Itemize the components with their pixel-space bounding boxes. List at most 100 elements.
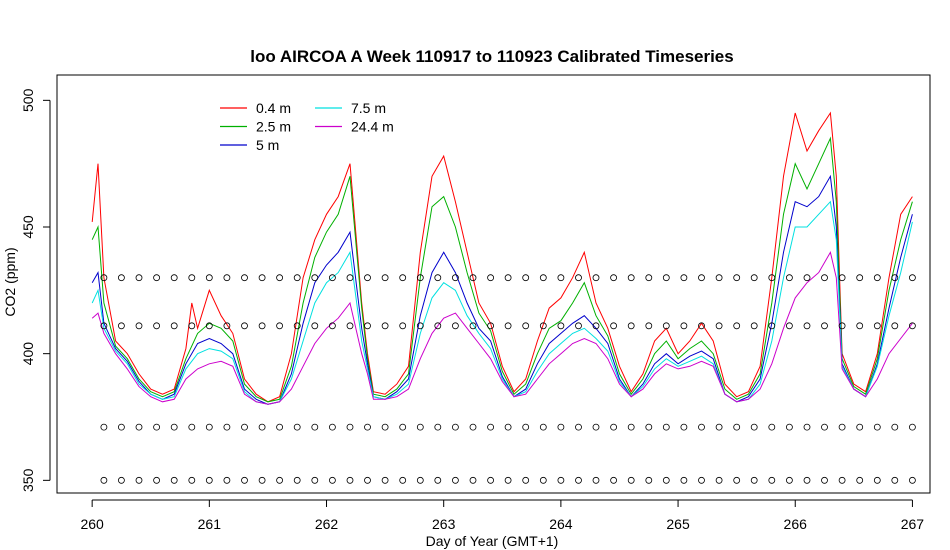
marker-point	[873, 476, 881, 484]
marker-point	[205, 423, 213, 431]
marker-point	[416, 476, 424, 484]
marker-point	[100, 274, 108, 282]
y-tick-label: 450	[20, 215, 36, 239]
marker-point	[399, 322, 407, 330]
x-tick-label: 261	[198, 516, 222, 532]
marker-point	[821, 322, 828, 330]
marker-point	[909, 322, 916, 330]
marker-point	[838, 423, 846, 431]
marker-point	[838, 322, 846, 330]
marker-point	[627, 476, 635, 484]
series-line-2	[91, 174, 913, 405]
marker-point	[487, 476, 495, 484]
marker-point	[909, 423, 916, 431]
marker-point	[434, 322, 442, 330]
marker-point	[188, 423, 196, 431]
marker-point	[610, 423, 617, 431]
marker-point	[733, 423, 741, 431]
marker-point	[557, 274, 565, 282]
marker-point	[715, 274, 723, 282]
y-tick-label: 500	[20, 88, 36, 112]
marker-point	[311, 274, 319, 282]
marker-point	[733, 322, 741, 330]
marker-point	[768, 476, 776, 484]
marker-point	[504, 423, 512, 431]
marker-point	[856, 476, 864, 484]
marker-point	[698, 423, 705, 431]
y-axis-label: CO2 (ppm)	[2, 247, 18, 316]
marker-point	[364, 423, 371, 431]
marker-point	[856, 274, 864, 282]
marker-point	[258, 476, 266, 484]
marker-point	[610, 274, 617, 282]
x-tick-label: 265	[666, 516, 690, 532]
marker-point	[873, 322, 881, 330]
marker-point	[293, 476, 301, 484]
marker-point	[698, 322, 705, 330]
marker-point	[891, 423, 899, 431]
marker-point	[750, 476, 758, 484]
marker-point	[135, 423, 143, 431]
marker-point	[258, 423, 266, 431]
marker-point	[698, 476, 705, 484]
marker-point	[575, 274, 582, 282]
marker-point	[434, 274, 442, 282]
marker-point	[539, 476, 547, 484]
marker-point	[153, 423, 161, 431]
x-tick-label: 267	[901, 516, 925, 532]
series-line-1	[91, 136, 913, 403]
marker-point	[205, 476, 213, 484]
marker-point	[205, 274, 213, 282]
marker-point	[592, 322, 600, 330]
marker-point	[364, 476, 371, 484]
marker-point	[170, 322, 178, 330]
marker-point	[135, 274, 143, 282]
marker-point	[223, 274, 231, 282]
marker-point	[241, 423, 248, 431]
marker-point	[469, 476, 477, 484]
marker-point	[241, 322, 248, 330]
marker-point	[662, 476, 670, 484]
marker-point	[909, 274, 916, 282]
y-tick-label: 400	[20, 342, 36, 366]
marker-point	[346, 423, 354, 431]
marker-point	[627, 322, 635, 330]
marker-point	[803, 322, 811, 330]
marker-point	[803, 274, 811, 282]
marker-point	[118, 274, 125, 282]
marker-point	[311, 322, 319, 330]
marker-point	[416, 423, 424, 431]
marker-point	[662, 423, 670, 431]
marker-point	[610, 322, 617, 330]
legend-label: 24.4 m	[351, 119, 394, 135]
marker-point	[645, 476, 653, 484]
marker-point	[821, 423, 828, 431]
marker-point	[487, 322, 495, 330]
marker-point	[241, 274, 248, 282]
marker-point	[416, 322, 424, 330]
marker-point	[223, 322, 231, 330]
marker-point	[223, 423, 231, 431]
marker-point	[135, 476, 143, 484]
series-line-0	[91, 111, 913, 403]
marker-point	[135, 322, 143, 330]
x-tick-label: 260	[80, 516, 104, 532]
marker-point	[381, 476, 389, 484]
marker-point	[451, 476, 459, 484]
marker-point	[610, 476, 617, 484]
marker-point	[487, 274, 495, 282]
series-lines	[91, 111, 913, 405]
marker-point	[539, 322, 547, 330]
marker-point	[346, 274, 354, 282]
marker-point	[504, 476, 512, 484]
marker-point	[856, 423, 864, 431]
legend: 0.4 m 2.5 m 5 m 7.5 m 24.4 m	[220, 100, 394, 153]
marker-point	[522, 274, 530, 282]
marker-point	[364, 322, 371, 330]
chart-title: loo AIRCOA A Week 110917 to 110923 Calib…	[250, 47, 733, 66]
marker-point	[328, 274, 336, 282]
marker-point	[592, 274, 600, 282]
marker-point	[328, 476, 336, 484]
marker-point	[680, 423, 688, 431]
